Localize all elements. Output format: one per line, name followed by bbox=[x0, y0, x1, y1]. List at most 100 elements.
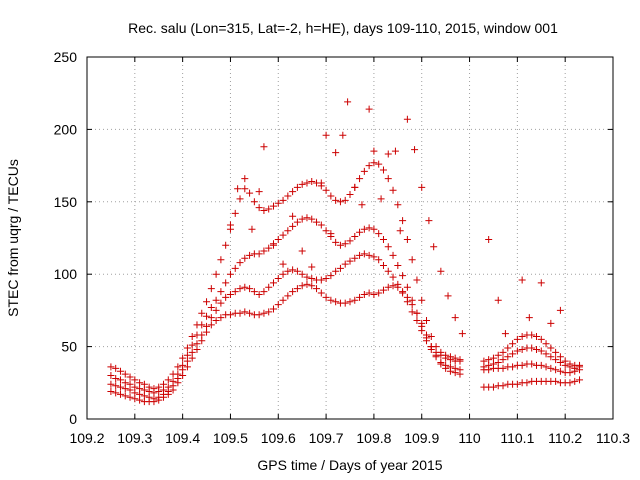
data-point-plus bbox=[260, 247, 268, 255]
data-point-plus bbox=[248, 225, 256, 233]
data-point-plus bbox=[494, 359, 502, 367]
data-point-plus bbox=[341, 299, 349, 307]
data-point-plus bbox=[246, 251, 254, 259]
data-point-plus bbox=[525, 314, 533, 322]
data-point-plus bbox=[423, 334, 431, 342]
data-point-plus bbox=[396, 227, 404, 235]
data-point-plus bbox=[236, 195, 244, 203]
x-tick-label: 109.7 bbox=[309, 430, 344, 446]
data-point-plus bbox=[289, 288, 297, 296]
data-point-plus bbox=[513, 380, 521, 388]
data-point-plus bbox=[413, 276, 421, 284]
data-point-plus bbox=[317, 289, 325, 297]
data-point-plus bbox=[394, 201, 402, 209]
data-point-plus bbox=[317, 221, 325, 229]
data-point-plus bbox=[384, 150, 392, 158]
data-point-plus bbox=[377, 195, 385, 203]
data-point-plus bbox=[485, 235, 493, 243]
data-point-plus bbox=[370, 147, 378, 155]
data-point-plus bbox=[394, 262, 402, 270]
data-point-plus bbox=[322, 293, 330, 301]
data-point-plus bbox=[451, 364, 459, 372]
data-point-plus bbox=[265, 308, 273, 316]
data-point-plus bbox=[370, 159, 378, 167]
data-point-plus bbox=[418, 183, 426, 191]
data-point-plus bbox=[217, 256, 225, 264]
data-point-plus bbox=[552, 348, 560, 356]
data-point-plus bbox=[384, 283, 392, 291]
data-point-plus bbox=[289, 188, 297, 196]
data-point-plus bbox=[556, 367, 564, 375]
data-point-plus bbox=[480, 357, 488, 365]
data-point-plus bbox=[499, 382, 507, 390]
data-point-plus bbox=[403, 283, 411, 291]
data-point-plus bbox=[327, 230, 335, 238]
data-point-plus bbox=[360, 250, 368, 258]
data-point-plus bbox=[523, 379, 531, 387]
data-point-plus bbox=[537, 361, 545, 369]
data-point-plus bbox=[365, 105, 373, 113]
data-point-plus bbox=[384, 175, 392, 183]
data-point-plus bbox=[298, 270, 306, 278]
data-point-plus bbox=[164, 376, 172, 384]
data-point-plus bbox=[188, 348, 196, 356]
data-point-plus bbox=[336, 198, 344, 206]
data-point-plus bbox=[255, 290, 263, 298]
data-point-plus bbox=[222, 279, 230, 287]
data-point-plus bbox=[121, 392, 129, 400]
data-point-plus bbox=[298, 282, 306, 290]
data-point-plus bbox=[284, 192, 292, 200]
data-point-plus bbox=[279, 231, 287, 239]
data-point-plus bbox=[408, 256, 416, 264]
y-tick-label: 200 bbox=[54, 121, 78, 137]
data-point-plus bbox=[241, 254, 249, 262]
data-point-plus bbox=[537, 279, 545, 287]
data-point-plus bbox=[442, 361, 450, 369]
data-point-plus bbox=[528, 331, 536, 339]
x-tick-label: 110 bbox=[458, 430, 481, 446]
data-point-plus bbox=[509, 350, 517, 358]
data-point-plus bbox=[427, 332, 435, 340]
data-point-plus bbox=[265, 244, 273, 252]
y-tick-label: 100 bbox=[54, 266, 78, 282]
data-point-plus bbox=[322, 186, 330, 194]
data-point-plus bbox=[193, 331, 201, 339]
data-point-plus bbox=[284, 292, 292, 300]
data-point-plus bbox=[552, 356, 560, 364]
data-point-plus bbox=[303, 214, 311, 222]
data-point-plus bbox=[298, 247, 306, 255]
data-point-plus bbox=[547, 344, 555, 352]
data-point-plus bbox=[269, 305, 277, 313]
y-tick-label: 50 bbox=[61, 339, 77, 355]
data-point-plus bbox=[231, 264, 239, 272]
data-point-plus bbox=[413, 317, 421, 325]
data-point-plus bbox=[399, 289, 407, 297]
data-point-plus bbox=[274, 301, 282, 309]
data-point-plus bbox=[379, 166, 387, 174]
data-point-plus bbox=[289, 222, 297, 230]
data-point-plus bbox=[203, 298, 211, 306]
data-point-plus bbox=[571, 377, 579, 385]
data-point-plus bbox=[222, 293, 230, 301]
data-point-plus bbox=[222, 241, 230, 249]
data-point-plus bbox=[112, 382, 120, 390]
data-point-plus bbox=[293, 267, 301, 275]
data-point-plus bbox=[327, 192, 335, 200]
data-point-plus bbox=[437, 267, 445, 275]
data-point-plus bbox=[279, 260, 287, 268]
data-point-plus bbox=[423, 317, 431, 325]
data-point-plus bbox=[346, 237, 354, 245]
data-point-plus bbox=[518, 332, 526, 340]
data-point-plus bbox=[379, 286, 387, 294]
data-point-plus bbox=[336, 264, 344, 272]
data-point-plus bbox=[212, 306, 220, 314]
data-point-plus bbox=[174, 363, 182, 371]
data-point-plus bbox=[265, 283, 273, 291]
x-tick-label: 110.3 bbox=[596, 430, 630, 446]
data-point-plus bbox=[552, 377, 560, 385]
data-point-plus bbox=[279, 296, 287, 304]
data-point-plus bbox=[293, 218, 301, 226]
data-point-plus bbox=[322, 131, 330, 139]
data-point-plus bbox=[131, 376, 139, 384]
data-point-plus bbox=[203, 322, 211, 330]
